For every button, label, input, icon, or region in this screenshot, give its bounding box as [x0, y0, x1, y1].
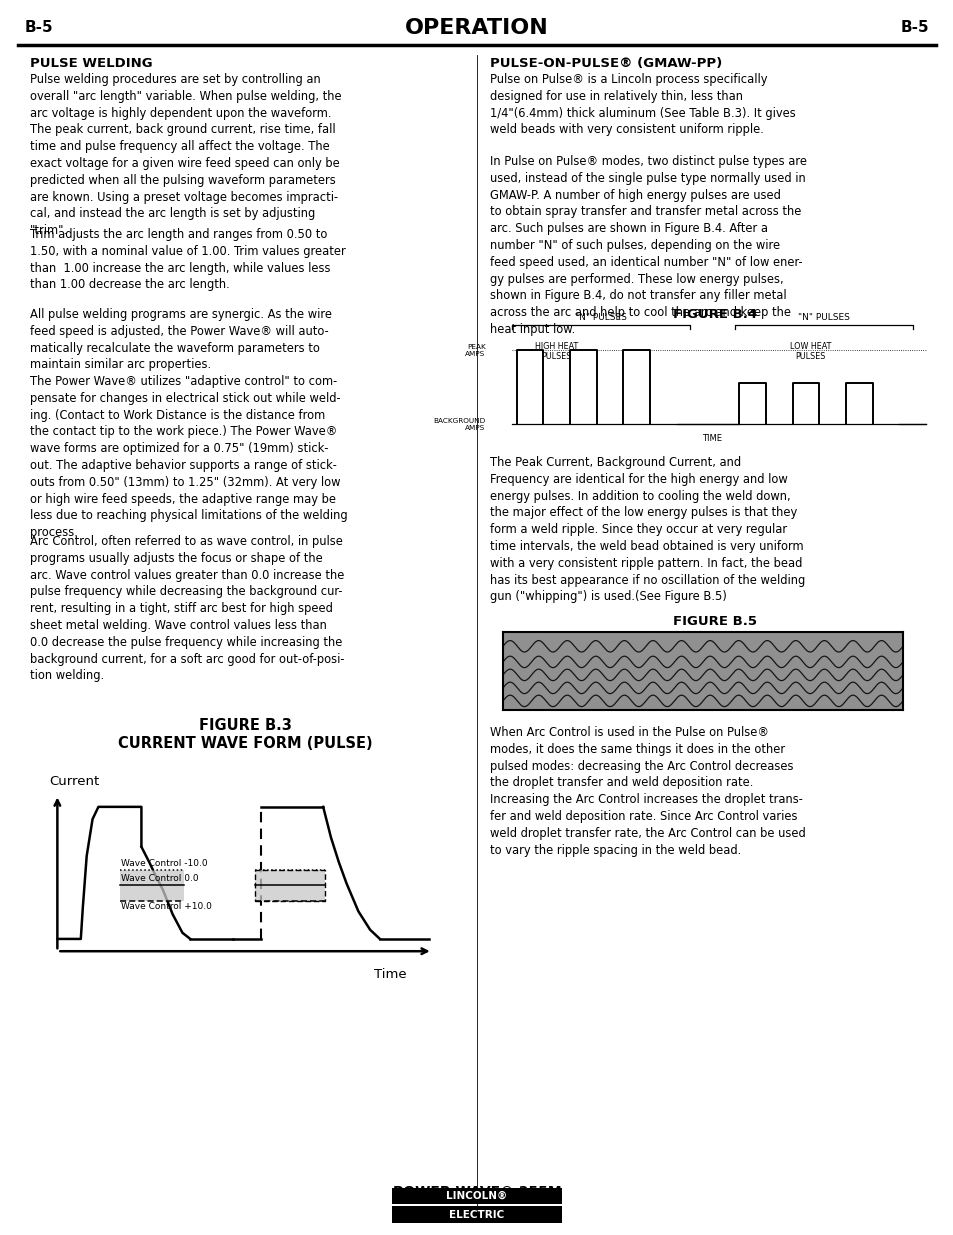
Bar: [392, 1207, 561, 1223]
Text: Pulse on Pulse® is a Lincoln process specifically
designed for use in relatively: Pulse on Pulse® is a Lincoln process spe…: [490, 73, 795, 136]
Text: All pulse welding programs are synergic. As the wire
feed speed is adjusted, the: All pulse welding programs are synergic.…: [30, 308, 332, 372]
Text: When Arc Control is used in the Pulse on Pulse®
modes, it does the same things i: When Arc Control is used in the Pulse on…: [490, 726, 805, 857]
Text: Arc Control, often referred to as wave control, in pulse
programs usually adjust: Arc Control, often referred to as wave c…: [30, 535, 344, 683]
Text: PULSE WELDING: PULSE WELDING: [30, 57, 152, 70]
Text: HIGH HEAT
PULSES: HIGH HEAT PULSES: [535, 342, 578, 361]
Text: LOW HEAT
PULSES: LOW HEAT PULSES: [789, 342, 830, 361]
Text: B-5: B-5: [900, 21, 928, 36]
Text: PEAK
AMPS: PEAK AMPS: [465, 343, 485, 357]
Text: The Peak Current, Background Current, and
Frequency are identical for the high e: The Peak Current, Background Current, an…: [490, 456, 804, 604]
Text: FIGURE B.5: FIGURE B.5: [672, 615, 757, 629]
Text: Wave Control 0.0: Wave Control 0.0: [121, 874, 199, 883]
Text: LINCOLN®: LINCOLN®: [446, 1191, 507, 1200]
Text: In Pulse on Pulse® modes, two distinct pulse types are
used, instead of the sing: In Pulse on Pulse® modes, two distinct p…: [490, 156, 806, 336]
Text: Current: Current: [50, 776, 100, 788]
Text: "N" PULSES: "N" PULSES: [575, 314, 626, 322]
Text: FIGURE B.4: FIGURE B.4: [672, 308, 757, 321]
Text: Time: Time: [374, 968, 406, 981]
Text: BACKGROUND
AMPS: BACKGROUND AMPS: [433, 417, 485, 431]
Text: The Power Wave® utilizes "adaptive control" to com-
pensate for changes in elect: The Power Wave® utilizes "adaptive contr…: [30, 375, 347, 540]
Text: B-5: B-5: [25, 21, 53, 36]
Polygon shape: [254, 869, 325, 900]
Text: Wave Control +10.0: Wave Control +10.0: [121, 903, 213, 911]
Text: ELECTRIC: ELECTRIC: [449, 1210, 504, 1220]
Text: Wave Control -10.0: Wave Control -10.0: [121, 860, 208, 868]
Text: Trim adjusts the arc length and ranges from 0.50 to
1.50, with a nominal value o: Trim adjusts the arc length and ranges f…: [30, 228, 345, 291]
Bar: [392, 1188, 561, 1204]
Text: OPERATION: OPERATION: [405, 19, 548, 38]
Text: TIME: TIME: [701, 433, 721, 443]
Text: POWER WAVE® 355M: POWER WAVE® 355M: [393, 1186, 560, 1199]
Text: PULSE-ON-PULSE® (GMAW-PP): PULSE-ON-PULSE® (GMAW-PP): [490, 57, 721, 70]
Text: "N" PULSES: "N" PULSES: [797, 314, 849, 322]
Text: Pulse welding procedures are set by controlling an
overall "arc length" variable: Pulse welding procedures are set by cont…: [30, 73, 341, 237]
Polygon shape: [120, 869, 184, 900]
Text: CURRENT WAVE FORM (PULSE): CURRENT WAVE FORM (PULSE): [117, 736, 372, 751]
Text: FIGURE B.3: FIGURE B.3: [198, 718, 291, 734]
